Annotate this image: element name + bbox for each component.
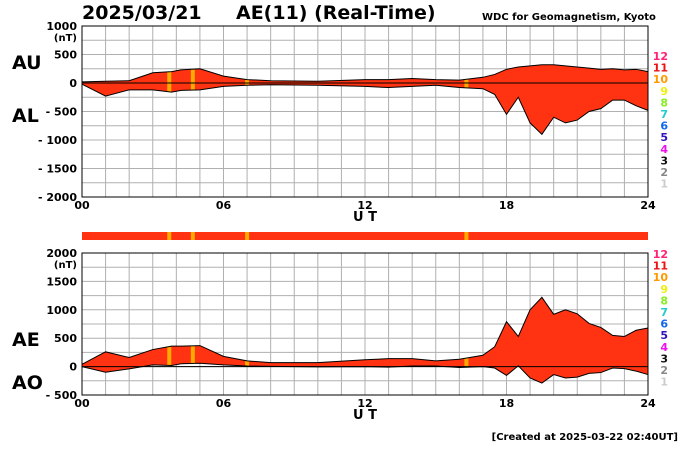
au-al-frame: [81, 25, 649, 198]
au-al-yunit: (nT): [54, 33, 77, 44]
au-al-missing-stripe: [245, 79, 250, 86]
ae-ao-yunit: (nT): [54, 260, 77, 271]
station-legend-item: 4: [660, 341, 668, 354]
au-al-ytick: 500: [54, 49, 77, 62]
au-al-line-au: [81, 64, 649, 83]
data-status-bar: [82, 232, 648, 240]
ae-ao-ytick: 500: [54, 332, 77, 345]
ae-ao-ytick: - 500: [46, 389, 78, 402]
au-al-xtick: 12: [357, 199, 372, 212]
station-legend-item: 7: [660, 108, 668, 121]
au-al-ytick: 0: [69, 77, 77, 90]
au-al-xtick: 24: [640, 199, 656, 212]
au-al-line-al: [81, 83, 649, 136]
ae-ao-line-ao: [81, 362, 649, 384]
ae-ao-ytick: 0: [69, 361, 77, 374]
au-al-missing-stripe: [190, 69, 195, 91]
label-ao: AO: [12, 372, 43, 394]
station-legend-item: 7: [660, 306, 668, 319]
station-legend-item: 11: [653, 260, 668, 273]
station-legend-item: 2: [660, 166, 668, 179]
station-legend-item: 3: [660, 154, 668, 167]
au-al-missing-stripe: [464, 79, 469, 88]
au-al-xlabel: U T: [353, 210, 377, 225]
ae-ao-xlabel: U T: [353, 408, 377, 423]
station-legend-item: 2: [660, 364, 668, 377]
au-al-xtick: 06: [216, 199, 232, 212]
station-legend-item: 12: [653, 50, 668, 63]
station-legend-item: 12: [653, 248, 668, 261]
station-legend-item: 6: [660, 120, 668, 133]
label-au: AU: [12, 52, 42, 74]
station-legend-item: 4: [660, 143, 668, 156]
station-legend-item: 1: [660, 376, 668, 389]
ae-ao-ytick: 2000: [46, 247, 77, 260]
station-legend-item: 9: [660, 283, 668, 296]
ae-ao-line-ae: [81, 296, 649, 365]
station-legend-item: 10: [653, 271, 669, 284]
station-legend-item: 5: [660, 329, 668, 342]
ae-ao-frame: [81, 252, 649, 396]
au-al-ytick: - 1500: [38, 163, 77, 176]
station-legend-item: 5: [660, 131, 668, 144]
au-al-ytick: - 500: [46, 106, 78, 119]
status-bar-missing-mark: [464, 232, 469, 240]
chart-title: AE(11) (Real-Time): [236, 2, 436, 24]
station-legend-item: 10: [653, 73, 669, 86]
label-al: AL: [12, 105, 39, 127]
station-legend-item: 6: [660, 318, 668, 331]
au-al-xtick: 18: [499, 199, 514, 212]
au-al-ytick: - 2000: [38, 191, 77, 204]
chart-date: 2025/03/21: [82, 2, 202, 24]
status-bar-missing-mark: [167, 232, 172, 240]
ae-ao-missing-stripe: [167, 346, 172, 366]
ae-ao-xtick: 06: [216, 397, 232, 410]
au-al-missing-stripe: [167, 71, 172, 92]
ae-ao-ytick: 1000: [46, 304, 77, 317]
au-al-xtick: 00: [74, 199, 90, 212]
ae-ao-missing-stripe: [190, 345, 195, 364]
status-bar-missing-mark: [190, 232, 195, 240]
ae-ao-missing-stripe: [245, 360, 250, 367]
ae-ao-xtick: 18: [499, 397, 514, 410]
au-al-band: [82, 64, 648, 135]
station-legend-item: 1: [660, 178, 668, 191]
station-legend-item: 9: [660, 85, 668, 98]
station-legend-item: 8: [660, 294, 668, 307]
ae-ao-band: [82, 297, 648, 384]
ae-ao-xtick: 00: [74, 397, 90, 410]
ae-ao-xtick: 12: [357, 397, 372, 410]
created-timestamp: [Created at 2025-03-22 02:40UT]: [491, 432, 678, 443]
station-legend-item: 3: [660, 352, 668, 365]
au-al-ytick: 1000: [46, 20, 77, 33]
au-al-ytick: - 1000: [38, 134, 77, 147]
ae-ao-ytick: 1500: [46, 275, 77, 288]
ae-ao-xtick: 24: [640, 397, 656, 410]
data-source: WDC for Geomagnetism, Kyoto: [482, 12, 656, 23]
station-legend-item: 8: [660, 96, 668, 109]
station-legend-item: 11: [653, 62, 668, 75]
label-ae: AE: [12, 329, 40, 351]
ae-ao-missing-stripe: [464, 358, 469, 368]
status-bar-missing-mark: [245, 232, 250, 240]
